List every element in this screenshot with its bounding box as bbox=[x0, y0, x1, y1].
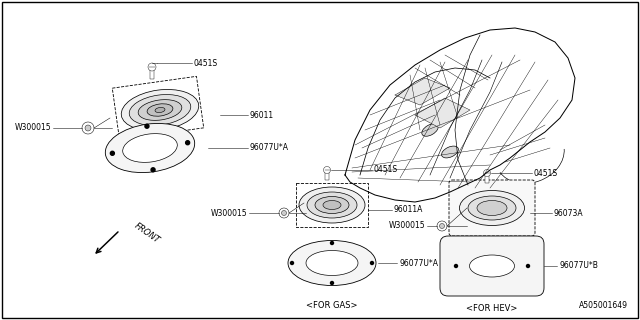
Text: W300015: W300015 bbox=[388, 221, 425, 230]
Polygon shape bbox=[415, 98, 470, 128]
Bar bbox=[325, 170, 329, 180]
Text: 0451S: 0451S bbox=[374, 165, 398, 174]
Text: 96077U*A: 96077U*A bbox=[250, 143, 289, 153]
Bar bbox=[485, 173, 489, 183]
Circle shape bbox=[148, 63, 156, 71]
Circle shape bbox=[282, 211, 287, 215]
Text: 0451S: 0451S bbox=[534, 169, 558, 178]
Ellipse shape bbox=[299, 187, 365, 223]
Ellipse shape bbox=[422, 124, 438, 136]
FancyBboxPatch shape bbox=[449, 180, 535, 236]
Ellipse shape bbox=[315, 196, 349, 213]
Circle shape bbox=[145, 124, 149, 128]
Circle shape bbox=[279, 208, 289, 218]
Text: 96073A: 96073A bbox=[554, 209, 584, 218]
Ellipse shape bbox=[129, 94, 191, 125]
Text: FRONT: FRONT bbox=[133, 221, 162, 245]
Ellipse shape bbox=[307, 192, 357, 218]
Circle shape bbox=[527, 265, 529, 268]
Ellipse shape bbox=[288, 241, 376, 285]
Text: W300015: W300015 bbox=[14, 124, 51, 132]
Circle shape bbox=[437, 221, 447, 231]
Circle shape bbox=[291, 261, 294, 265]
Circle shape bbox=[186, 141, 189, 145]
Ellipse shape bbox=[106, 124, 195, 172]
Circle shape bbox=[82, 122, 94, 134]
Text: A505001649: A505001649 bbox=[579, 301, 628, 310]
Ellipse shape bbox=[155, 108, 165, 113]
Ellipse shape bbox=[477, 201, 507, 215]
Bar bbox=[296, 183, 368, 227]
Circle shape bbox=[454, 265, 458, 268]
Bar bbox=[150, 67, 154, 79]
Text: 96077U*A: 96077U*A bbox=[399, 259, 438, 268]
Circle shape bbox=[440, 223, 445, 228]
Ellipse shape bbox=[123, 134, 177, 162]
Ellipse shape bbox=[468, 196, 516, 220]
Text: 96011A: 96011A bbox=[394, 205, 424, 214]
Circle shape bbox=[330, 242, 333, 244]
Text: 96011: 96011 bbox=[250, 110, 274, 119]
Circle shape bbox=[151, 168, 155, 172]
Circle shape bbox=[483, 170, 490, 177]
Ellipse shape bbox=[147, 104, 173, 116]
Text: <FOR HEV>: <FOR HEV> bbox=[467, 304, 518, 313]
Ellipse shape bbox=[121, 90, 199, 131]
Polygon shape bbox=[395, 78, 450, 105]
Ellipse shape bbox=[460, 190, 525, 226]
Circle shape bbox=[371, 261, 374, 265]
Bar bbox=[112, 76, 204, 140]
Text: 0451S: 0451S bbox=[194, 59, 218, 68]
Ellipse shape bbox=[306, 251, 358, 276]
Text: <FOR GAS>: <FOR GAS> bbox=[307, 301, 358, 310]
Circle shape bbox=[110, 151, 115, 155]
Circle shape bbox=[85, 125, 91, 131]
Text: W300015: W300015 bbox=[211, 209, 247, 218]
Circle shape bbox=[330, 282, 333, 284]
FancyBboxPatch shape bbox=[440, 236, 544, 296]
Ellipse shape bbox=[138, 100, 182, 120]
Ellipse shape bbox=[323, 201, 341, 210]
Ellipse shape bbox=[470, 255, 515, 277]
Ellipse shape bbox=[442, 146, 458, 158]
Circle shape bbox=[323, 166, 330, 173]
Text: 96077U*B: 96077U*B bbox=[559, 261, 598, 270]
